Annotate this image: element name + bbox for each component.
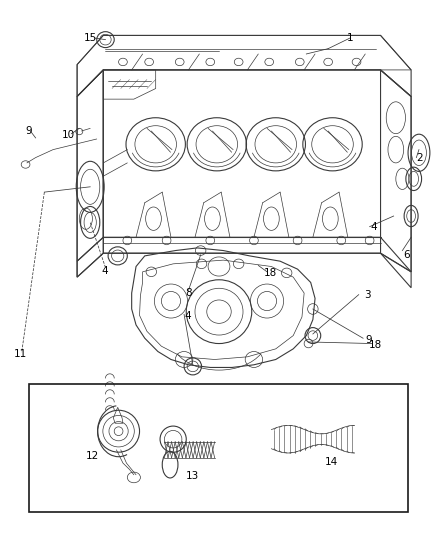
Text: 9: 9 [365,335,372,345]
Text: 14: 14 [325,457,338,467]
Text: 12: 12 [86,451,99,461]
Text: 6: 6 [403,250,410,260]
Text: 1: 1 [346,33,353,43]
Text: 4: 4 [371,222,377,232]
Text: 4: 4 [184,311,191,321]
Text: 9: 9 [25,126,32,136]
Bar [29,384,408,512]
Text: 15: 15 [84,33,97,43]
Text: 11: 11 [14,349,28,359]
Text: 18: 18 [369,340,382,350]
Text: 18: 18 [264,269,277,278]
Text: 10: 10 [62,130,75,140]
Text: 3: 3 [364,289,371,300]
Text: 13: 13 [186,471,199,481]
Text: 4: 4 [101,266,108,276]
Text: 8: 8 [185,288,192,298]
Text: 2: 2 [417,152,423,163]
